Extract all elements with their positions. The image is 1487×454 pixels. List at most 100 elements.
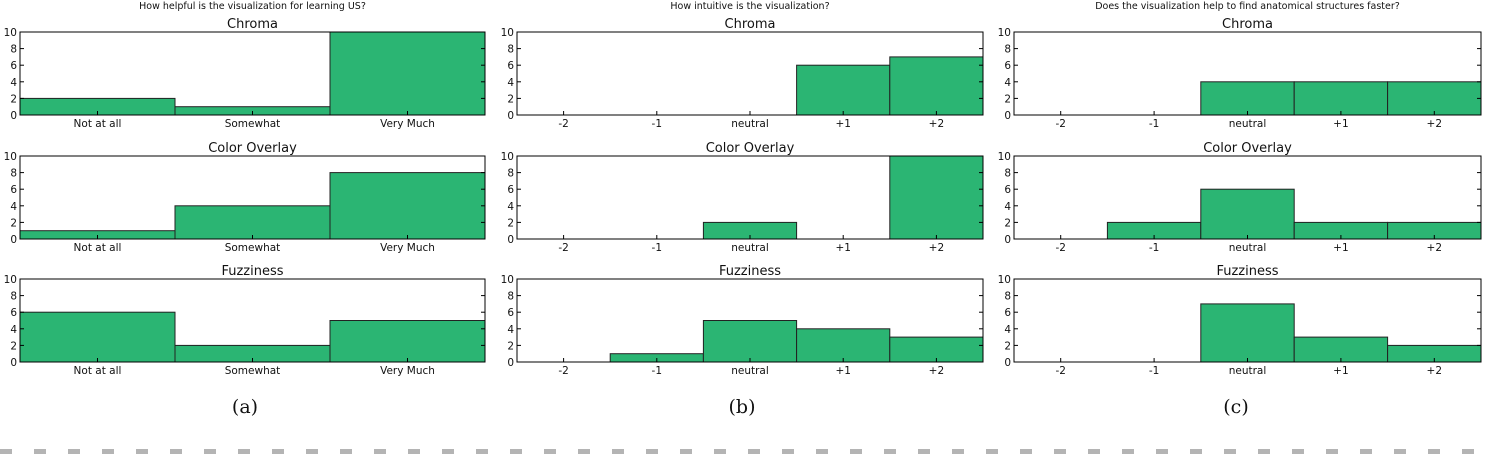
y-tick-label: 10 [998, 27, 1011, 39]
chart-panel-1: How helpful is the visualization for lea… [4, 1, 486, 377]
cutoff-caption-fragment [1394, 449, 1406, 454]
x-tick-label: -2 [558, 118, 568, 130]
y-tick-label: 2 [1004, 340, 1011, 352]
subplot-title: Color Overlay [1203, 141, 1292, 156]
panel-caption-label: (c) [1223, 396, 1248, 418]
subplot-title: Fuzziness [719, 264, 781, 279]
captions: (a) (b) (c) [232, 396, 1249, 418]
bar-verymuch [329, 172, 486, 240]
x-tick-label: -1 [1149, 242, 1159, 254]
y-tick-label: 2 [10, 93, 17, 105]
y-tick-label: 0 [10, 357, 17, 369]
y-tick-label: 10 [501, 274, 514, 286]
subplot-title: Fuzziness [221, 264, 283, 279]
panel-caption-label: (a) [232, 396, 258, 418]
y-tick-label: 2 [507, 340, 514, 352]
bar-neutral [1200, 303, 1295, 363]
y-tick-label: 0 [1004, 110, 1011, 122]
y-tick-label: 10 [501, 27, 514, 39]
cutoff-caption-fragment [850, 449, 862, 454]
subplot-2: Color Overlay 0 2 4 6 8 10 Not at all Somewhat Ve… [4, 141, 486, 254]
cutoff-caption-fragment [0, 449, 12, 454]
cutoff-caption-fragment [1054, 449, 1066, 454]
chart-panel-2: How intuitive is the visualization? Chrom… [501, 1, 984, 377]
y-tick-label: 6 [507, 60, 514, 72]
y-tick-label: 4 [1004, 324, 1011, 336]
y-tick-label: 6 [10, 184, 17, 196]
x-tick-label: neutral [1229, 365, 1267, 377]
y-tick-label: 2 [10, 217, 17, 229]
cutoff-caption-fragment [238, 449, 250, 454]
y-tick-label: 4 [10, 77, 17, 89]
y-tick-label: 0 [1004, 357, 1011, 369]
cutoff-caption-fragment [1088, 449, 1100, 454]
y-tick-label: 8 [10, 44, 17, 56]
x-tick-label: -1 [1149, 118, 1159, 130]
bar-somewhat [174, 205, 331, 240]
subplot-3: Fuzziness 0 2 4 6 8 10 Not at all Somewhat Very M… [4, 264, 486, 377]
subplot-title: Color Overlay [706, 141, 795, 156]
cutoff-caption-fragment [578, 449, 590, 454]
cutoff-caption-fragment [34, 449, 46, 454]
x-tick-label: +2 [929, 118, 944, 130]
cutoff-caption-fragment [748, 449, 760, 454]
bar-2 [889, 56, 984, 116]
x-tick-label: -2 [1055, 365, 1065, 377]
y-tick-label: 6 [1004, 184, 1011, 196]
x-tick-label: neutral [1229, 118, 1267, 130]
x-tick-label: +1 [835, 365, 850, 377]
x-tick-label: +2 [929, 242, 944, 254]
cutoff-caption-fragment [1020, 449, 1032, 454]
cutoff-caption-fragment [1428, 449, 1440, 454]
cutoff-caption-fragment [1360, 449, 1372, 454]
subplot-1: Chroma 0 2 4 6 8 10 Not at all Somewhat Very Much [4, 17, 486, 130]
x-tick-label: Not at all [74, 118, 122, 130]
y-tick-label: 8 [507, 168, 514, 180]
panels: How helpful is the visualization for lea… [4, 1, 1482, 377]
y-tick-label: 8 [1004, 44, 1011, 56]
subplot-1: Chroma 0 2 4 6 8 10 -2 -1 neutral +1 +2 [501, 17, 984, 130]
x-tick-label: Somewhat [225, 118, 281, 130]
y-tick-label: 6 [10, 307, 17, 319]
x-tick-label: +1 [1333, 365, 1348, 377]
cutoff-caption-fragment [1258, 449, 1270, 454]
y-tick-label: 0 [507, 234, 514, 246]
cutoff-caption-fragment [646, 449, 658, 454]
bar-notatall [19, 311, 176, 363]
y-tick-label: 10 [4, 151, 17, 163]
x-tick-label: -2 [1055, 118, 1065, 130]
cutoff-caption-fragment [408, 449, 420, 454]
cutoff-caption-fragment [272, 449, 284, 454]
y-tick-label: 10 [501, 151, 514, 163]
bar-1 [1293, 336, 1389, 363]
y-tick-label: 8 [10, 168, 17, 180]
subplot-3: Fuzziness 0 2 4 6 8 10 -2 -1 neutral +1 +2 [998, 264, 1482, 377]
y-tick-label: 2 [507, 93, 514, 105]
y-tick-label: 4 [507, 324, 514, 336]
x-tick-label: Not at all [74, 242, 122, 254]
cutoff-caption-fragment [952, 449, 964, 454]
x-tick-label: +2 [1427, 242, 1442, 254]
cutoff-caption-fragment [170, 449, 182, 454]
subplot-title: Color Overlay [208, 141, 297, 156]
x-tick-label: +1 [835, 242, 850, 254]
y-tick-label: 0 [507, 357, 514, 369]
x-tick-label: +1 [1333, 242, 1348, 254]
y-tick-label: 10 [4, 27, 17, 39]
y-tick-label: 6 [1004, 307, 1011, 319]
bar-neutral [702, 320, 798, 363]
y-tick-label: 4 [507, 201, 514, 213]
x-tick-label: neutral [731, 118, 769, 130]
cutoff-caption-fragment [544, 449, 556, 454]
cutoff-caption-fragment [374, 449, 386, 454]
x-tick-label: +2 [929, 365, 944, 377]
subplot-2: Color Overlay 0 2 4 6 8 10 -2 -1 neutral +1 +2 [998, 141, 1482, 254]
bar-verymuch [329, 320, 486, 363]
x-tick-label: -2 [558, 365, 568, 377]
bar-2 [1387, 81, 1482, 116]
cutoff-caption-fragment [1190, 449, 1202, 454]
y-tick-label: 0 [10, 234, 17, 246]
bar-1 [1293, 81, 1389, 116]
x-tick-label: Not at all [74, 365, 122, 377]
x-tick-label: Somewhat [225, 365, 281, 377]
